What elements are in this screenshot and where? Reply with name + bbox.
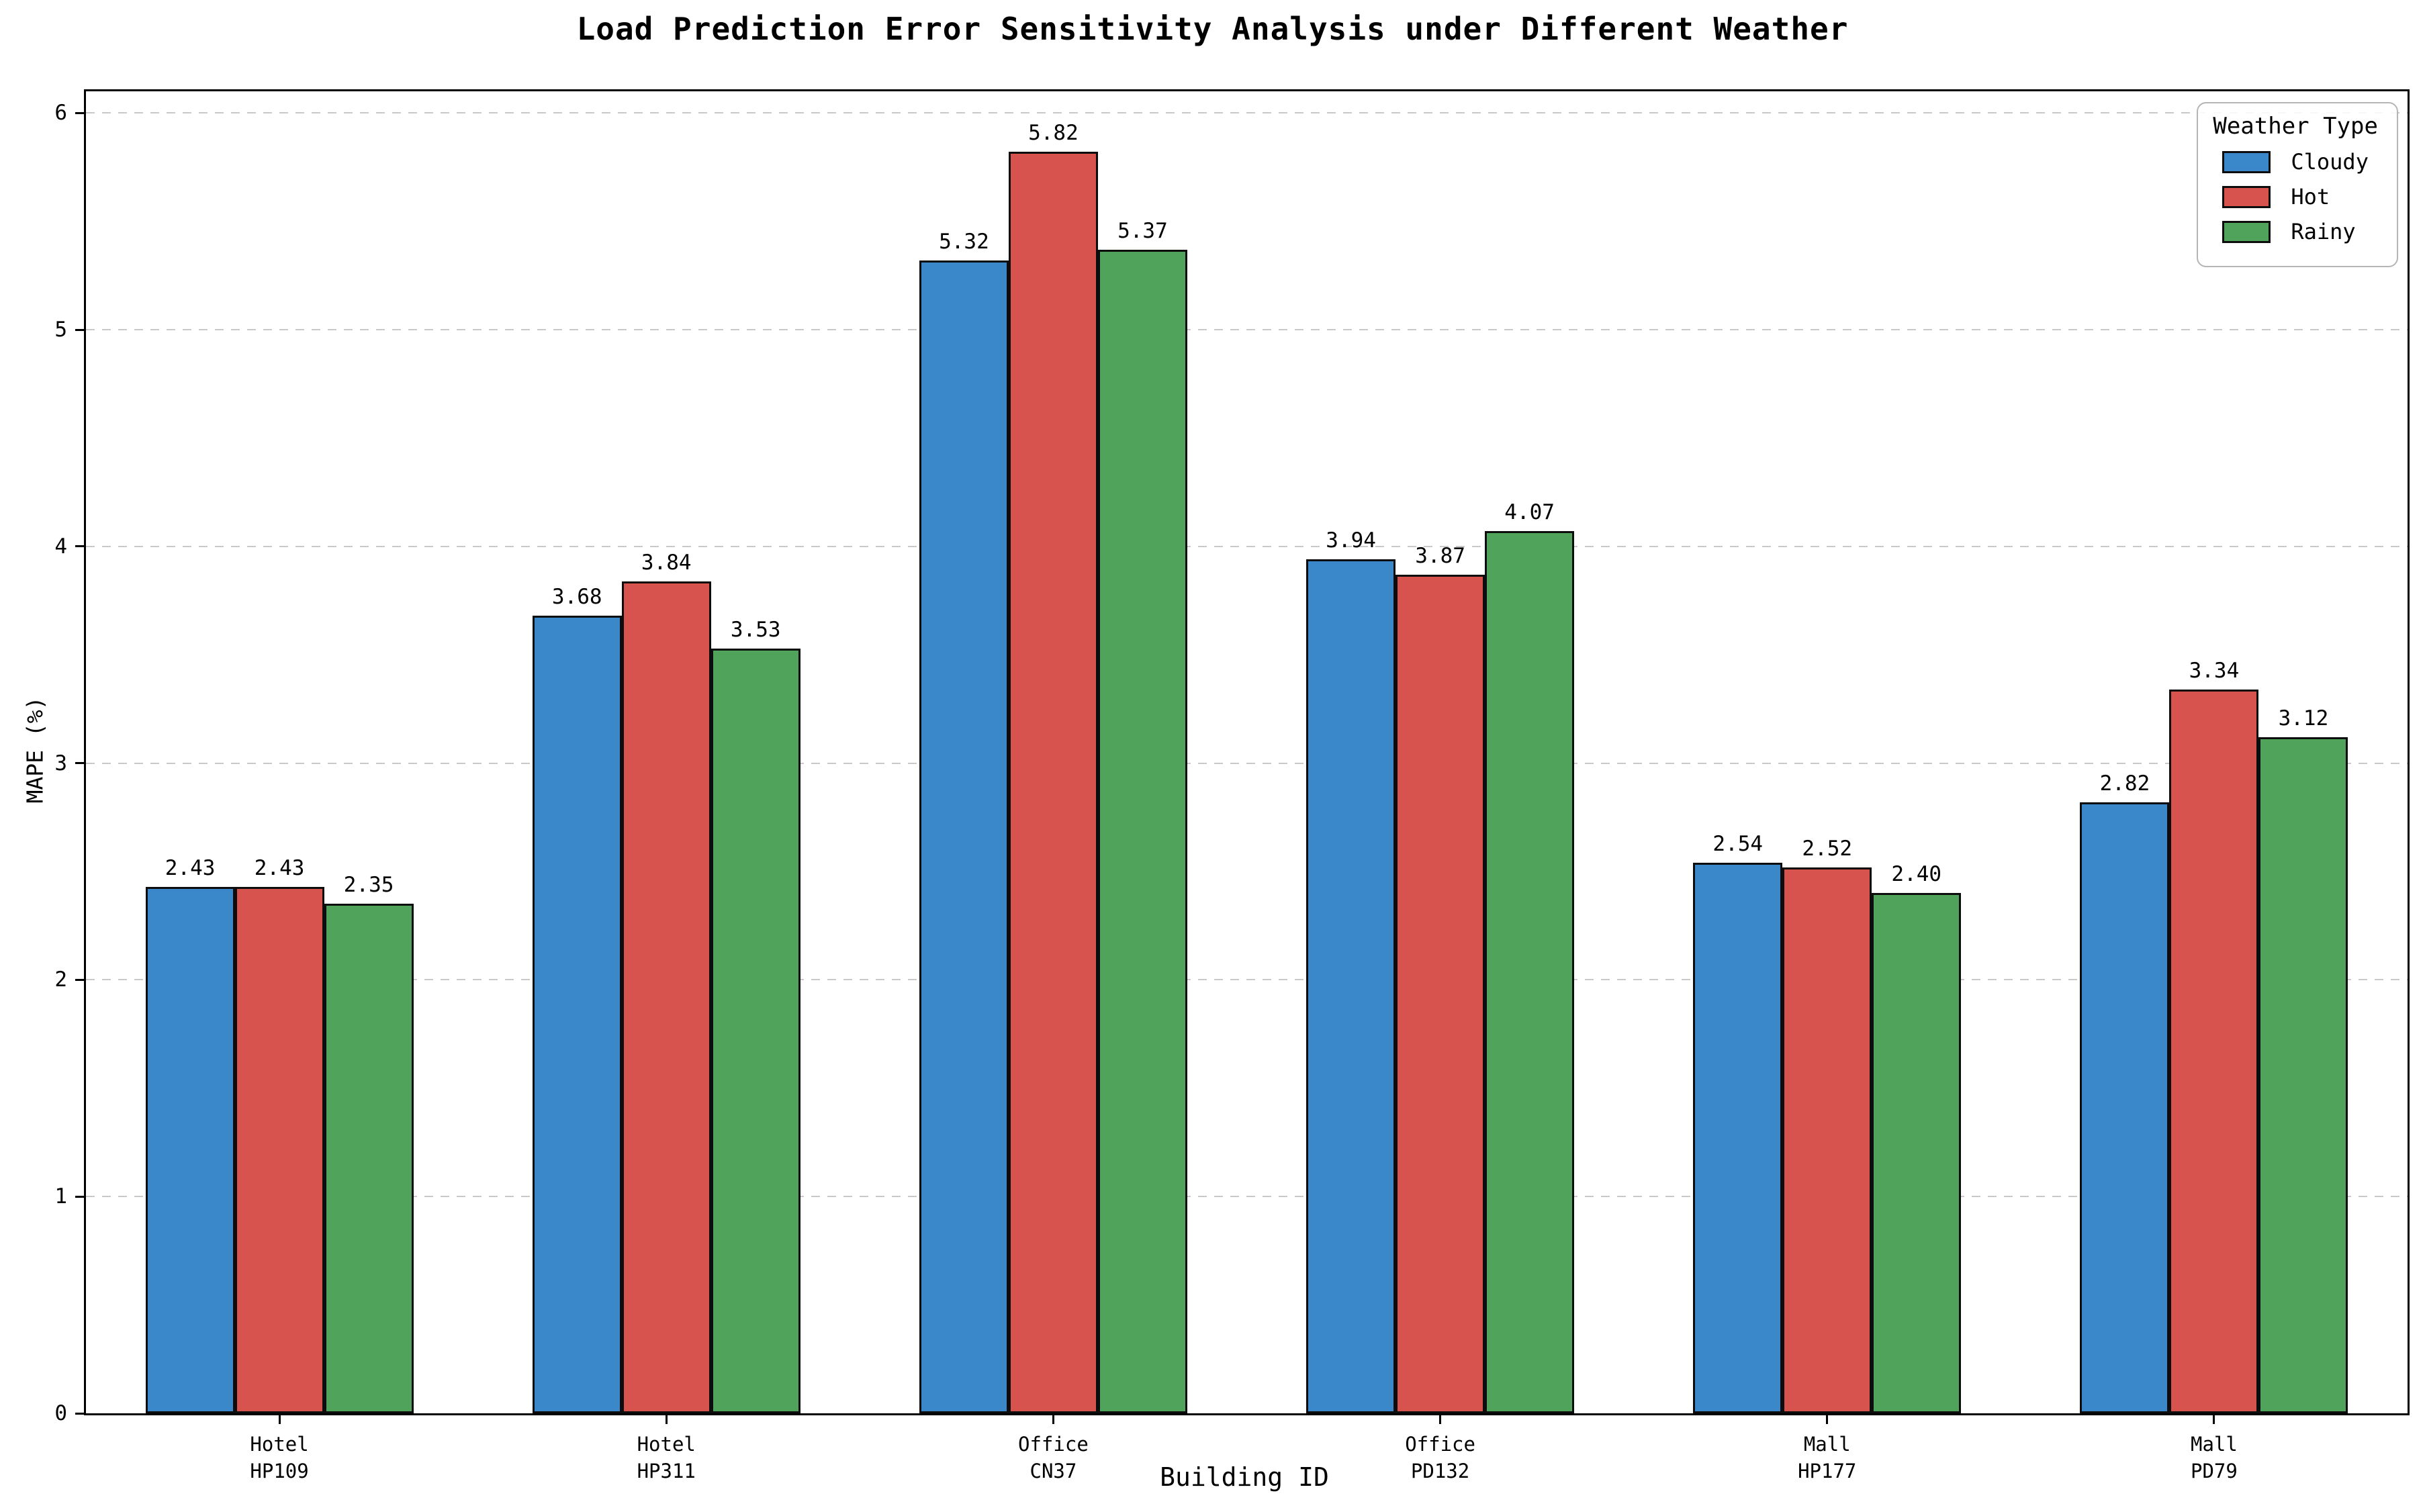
bar-value-label: 3.34 [2189, 658, 2240, 683]
y-tick-label: 3 [54, 751, 67, 775]
bar-cloudy-pd79 [2080, 802, 2170, 1413]
x-tick-label-line2: CN37 [1030, 1460, 1077, 1482]
gridline [86, 762, 2408, 764]
x-tick-mark [1826, 1413, 1829, 1424]
x-tick-label: Mall PD79 [2107, 1431, 2322, 1484]
x-tick-label: Office PD132 [1333, 1431, 1548, 1484]
bar-cloudy-hp109 [145, 886, 235, 1413]
x-tick-mark [2213, 1413, 2215, 1424]
legend-swatch-cloudy [2222, 150, 2271, 173]
bar-hot-pd79 [2169, 689, 2259, 1413]
y-tick-label: 1 [54, 1184, 67, 1209]
bar-cloudy-hp177 [1693, 863, 1783, 1413]
legend-title: Weather Type [2213, 113, 2378, 140]
bar-rainy-hp109 [324, 904, 414, 1413]
y-tick-label: 6 [54, 101, 67, 126]
bar-hot-pd132 [1395, 574, 1485, 1413]
legend-entry-hot: Hot [2222, 184, 2378, 209]
bar-hot-hp109 [234, 886, 324, 1413]
bar-value-label: 2.43 [165, 855, 216, 880]
bar-rainy-cn37 [1097, 249, 1187, 1413]
x-tick-label-line2: HP109 [250, 1460, 309, 1482]
x-tick-label-line2: PD79 [2190, 1460, 2238, 1482]
bar-value-label: 5.82 [1028, 121, 1079, 146]
legend-entry-cloudy: Cloudy [2222, 149, 2378, 175]
x-tick-mark [278, 1413, 281, 1424]
x-tick-label-line2: HP311 [637, 1460, 696, 1482]
gridline [86, 112, 2408, 114]
bar-rainy-hp177 [1872, 893, 1962, 1413]
x-tick-label-line1: Hotel [637, 1433, 696, 1456]
legend-swatch-hot [2222, 185, 2271, 208]
y-tick-mark [75, 545, 86, 548]
x-tick-label: Mall HP177 [1720, 1431, 1935, 1484]
x-tick-mark [1439, 1413, 1442, 1424]
y-tick-mark [75, 978, 86, 981]
legend-label: Rainy [2291, 219, 2356, 244]
x-tick-label: Hotel HP311 [559, 1431, 774, 1484]
x-tick-label-line1: Office [1405, 1433, 1475, 1456]
x-axis-label: Building ID [1160, 1462, 1329, 1492]
bar-value-label: 2.43 [254, 855, 305, 880]
x-tick-label-line2: PD132 [1410, 1460, 1470, 1482]
bar-value-label: 2.52 [1802, 836, 1853, 861]
bar-cloudy-pd132 [1306, 559, 1396, 1413]
bar-value-label: 2.82 [2099, 771, 2150, 796]
legend-entry-rainy: Rainy [2222, 219, 2378, 244]
gridline [86, 979, 2408, 981]
bar-value-label: 3.94 [1326, 528, 1376, 553]
bar-value-label: 4.07 [1504, 500, 1555, 525]
x-tick-mark [1052, 1413, 1054, 1424]
y-tick-mark [75, 111, 86, 114]
bar-value-label: 3.53 [730, 617, 781, 642]
bar-hot-hp177 [1782, 867, 1872, 1413]
bar-rainy-pd79 [2258, 737, 2348, 1413]
legend-label: Cloudy [2291, 149, 2369, 175]
legend-entries: Cloudy Hot Rainy [2213, 149, 2378, 244]
bar-value-label: 3.84 [641, 550, 692, 575]
bar-value-label: 5.37 [1117, 218, 1168, 243]
x-tick-label-line2: HP177 [1798, 1460, 1857, 1482]
bar-hot-hp311 [621, 581, 711, 1413]
x-tick-label-line1: Hotel [250, 1433, 309, 1456]
x-tick-label-line1: Mall [2190, 1433, 2238, 1456]
x-tick-label: Hotel HP109 [172, 1431, 387, 1484]
legend-swatch-rainy [2222, 220, 2271, 243]
y-tick-label: 2 [54, 967, 67, 992]
y-tick-label: 4 [54, 534, 67, 559]
gridline [86, 1196, 2408, 1198]
y-axis-label: MAPE (%) [21, 696, 48, 804]
bar-rainy-hp311 [711, 648, 800, 1413]
bar-cloudy-cn37 [919, 260, 1009, 1413]
x-tick-label-line1: Mall [1803, 1433, 1851, 1456]
y-tick-mark [75, 762, 86, 765]
y-tick-mark [75, 328, 86, 331]
y-tick-mark [75, 1412, 86, 1415]
bar-value-label: 2.35 [343, 873, 394, 898]
bar-value-label: 2.54 [1712, 832, 1764, 857]
gridline [86, 545, 2408, 547]
legend-label: Hot [2291, 184, 2330, 209]
bar-value-label: 5.32 [939, 229, 989, 254]
y-tick-label: 5 [54, 318, 67, 342]
x-tick-label: Office CN37 [946, 1431, 1160, 1484]
gridline [86, 329, 2408, 331]
bar-value-label: 3.87 [1415, 543, 1465, 568]
bar-value-label: 3.12 [2278, 706, 2329, 730]
x-tick-label-line1: Office [1018, 1433, 1089, 1456]
bar-cloudy-hp311 [532, 616, 622, 1413]
y-tick-mark [75, 1195, 86, 1198]
bar-value-label: 2.40 [1891, 862, 1942, 887]
x-tick-mark [665, 1413, 668, 1424]
plot-area: Weather Type Cloudy Hot Rainy 0 1 2 3 4 5 6 Hotel… [54, 89, 2410, 1482]
chart-title: Load Prediction Error Sensitivity Analys… [576, 11, 1849, 47]
bar-hot-cn37 [1008, 152, 1098, 1413]
bar-rainy-pd132 [1485, 531, 1575, 1413]
legend: Weather Type Cloudy Hot Rainy [2197, 102, 2398, 267]
bar-value-label: 3.68 [551, 585, 602, 610]
y-tick-label: 0 [54, 1401, 67, 1425]
